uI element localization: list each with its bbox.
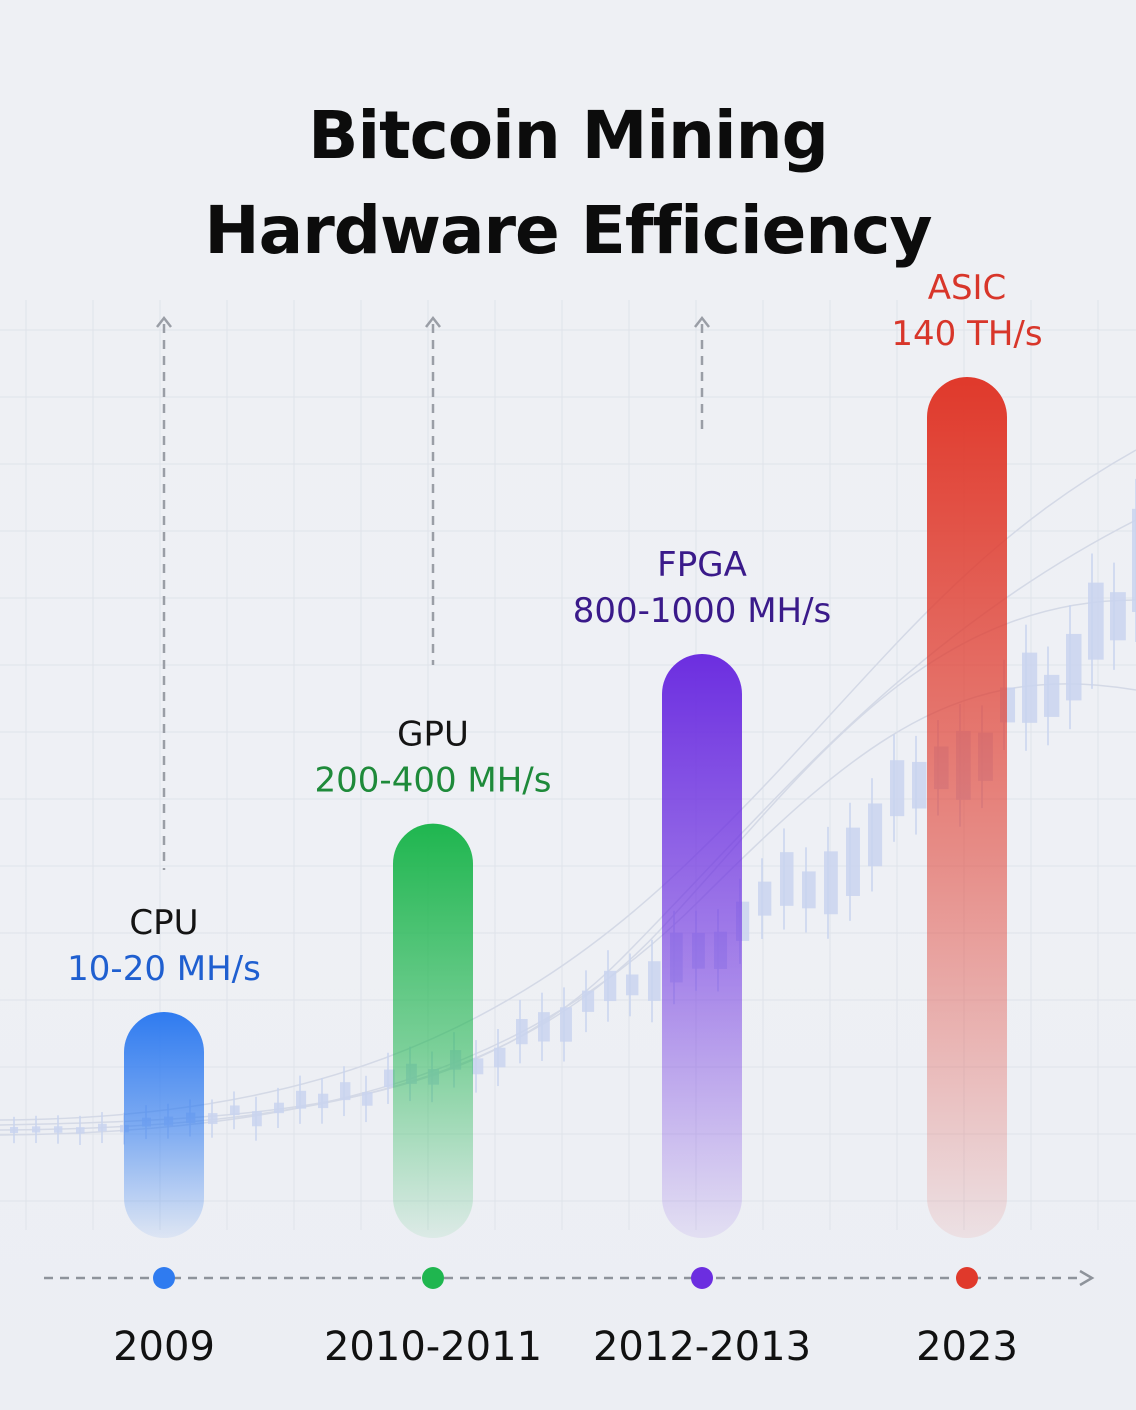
background-candle — [472, 1058, 484, 1075]
background-candle — [868, 803, 883, 867]
background-candle — [1022, 652, 1038, 723]
background-candle — [318, 1093, 329, 1109]
bar-rate-label: 800-1000 MH/s — [573, 591, 832, 631]
background-candle — [516, 1019, 528, 1045]
background-candle — [1088, 582, 1104, 660]
bar-name-label: GPU — [397, 715, 469, 755]
timeline-dot — [691, 1267, 713, 1289]
background-candle — [54, 1126, 63, 1133]
timeline-dot — [153, 1267, 175, 1289]
background-candle — [274, 1102, 284, 1114]
year-tick-label: 2023 — [916, 1324, 1018, 1370]
background-candle — [1066, 633, 1082, 701]
background-candle — [1132, 508, 1136, 613]
background-candle — [560, 1007, 572, 1042]
bar-rate-label: 10-20 MH/s — [67, 949, 261, 989]
background-candle — [824, 851, 838, 915]
chart-title: Bitcoin Mining Hardware Efficiency — [0, 88, 1136, 278]
background-candle — [802, 871, 816, 909]
background-candle — [494, 1047, 506, 1068]
background-candle — [890, 760, 905, 817]
bar-labels-layer: CPU 10-20 MH/s GPU 200-400 MH/s FPGA 800-1000… — [67, 268, 1042, 989]
growth-arrow-head — [425, 315, 441, 328]
bar-gpu — [393, 823, 473, 1238]
background-candle — [1044, 674, 1060, 717]
background-candle — [538, 1012, 550, 1042]
title-line-1: Bitcoin Mining — [308, 97, 829, 174]
timeline-dot — [956, 1267, 978, 1289]
bar-cpu — [124, 1012, 204, 1238]
background-candle — [846, 827, 860, 896]
background-candle — [912, 761, 927, 809]
bar-rate-label: 140 TH/s — [891, 314, 1042, 354]
bar-asic — [927, 377, 1007, 1238]
bars-layer — [124, 377, 1007, 1238]
background-candle — [98, 1123, 107, 1132]
background-candle — [1110, 592, 1126, 641]
timeline-arrow-head — [1079, 1269, 1095, 1287]
bar-rate-label: 200-400 MH/s — [315, 761, 552, 801]
background-candle — [208, 1113, 218, 1125]
background-candle — [252, 1111, 262, 1127]
background-candle — [582, 990, 595, 1012]
year-tick-label: 2012-2013 — [593, 1324, 811, 1370]
background-candle — [758, 881, 772, 916]
growth-arrows-layer — [156, 315, 710, 870]
background-candle — [626, 974, 639, 996]
bar-fpga — [662, 654, 742, 1238]
background-candle — [604, 970, 617, 1002]
growth-arrow-head — [156, 315, 172, 328]
background-candle — [230, 1105, 240, 1116]
year-tick-label: 2009 — [113, 1324, 215, 1370]
background-candle — [296, 1090, 307, 1109]
background-candle — [384, 1069, 395, 1088]
background-candle — [76, 1127, 85, 1134]
background-candle — [32, 1126, 41, 1133]
bar-name-label: ASIC — [928, 268, 1007, 308]
growth-arrow-head — [694, 315, 710, 328]
timeline-axis-layer: 2009 2010-2011 2012-2013 2023 — [44, 1267, 1095, 1370]
background-candle — [340, 1082, 351, 1101]
title-line-2: Hardware Efficiency — [204, 192, 932, 269]
timeline-dot — [422, 1267, 444, 1289]
background-candle — [362, 1092, 373, 1106]
background-candle — [10, 1127, 19, 1134]
bar-name-label: FPGA — [657, 545, 747, 585]
bar-name-label: CPU — [129, 903, 198, 943]
background-candle — [648, 961, 661, 1001]
year-tick-label: 2010-2011 — [324, 1324, 542, 1370]
background-candle — [780, 852, 794, 906]
